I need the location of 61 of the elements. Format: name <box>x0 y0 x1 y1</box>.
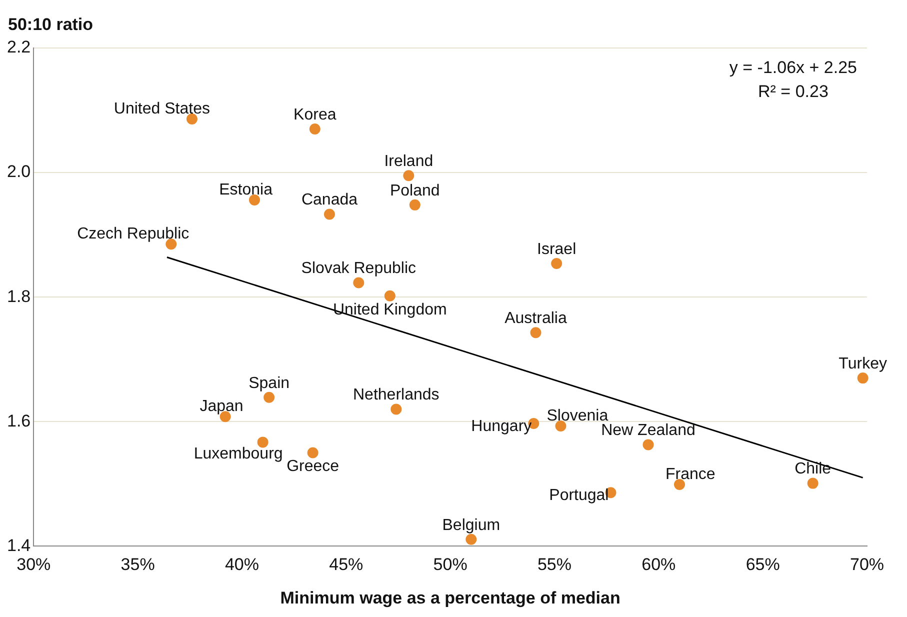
x-tick-label: 55% <box>537 555 572 574</box>
series-label: Israel <box>537 240 576 258</box>
y-tick-label: 1.6 <box>6 411 31 430</box>
point <box>807 478 818 489</box>
series-label: Chile <box>794 460 832 478</box>
series-label: Spain <box>248 374 290 392</box>
x-tick-label: 40% <box>224 555 259 574</box>
point <box>403 170 414 182</box>
series-label: Ireland <box>384 153 434 170</box>
annotation: y = -1.06x + 2.25 <box>729 58 858 78</box>
series-label: Belgium <box>442 516 500 534</box>
series-label: Poland <box>390 182 440 200</box>
point <box>384 290 396 302</box>
y-axis-title: 50:10 ratio <box>8 15 94 34</box>
point <box>530 327 542 338</box>
y-tick-label: 2.0 <box>6 162 31 182</box>
series-label: Australia <box>504 310 567 328</box>
series-label: France <box>665 466 716 483</box>
series-label: Korea <box>294 106 336 124</box>
x-tick-label: 35% <box>120 555 155 574</box>
point <box>466 534 477 545</box>
series-label: Hungary <box>471 418 532 435</box>
x-tick-label: 30% <box>16 555 51 574</box>
point <box>186 113 198 124</box>
point <box>674 479 685 490</box>
series-label: New Zealand <box>601 422 696 440</box>
point <box>309 123 320 134</box>
y-tick-label: 2.2 <box>6 38 31 57</box>
series-label: Estonia <box>219 181 273 198</box>
series-label: Turkey <box>838 355 887 372</box>
series-label: Slovenia <box>546 407 608 424</box>
point <box>551 258 562 269</box>
point <box>409 199 420 210</box>
y-tick-label: 1.4 <box>6 536 31 555</box>
x-axis-title: Minimum wage as a percentage of median <box>280 588 620 608</box>
x-tick-label: 60% <box>642 555 676 574</box>
point <box>248 194 260 206</box>
series-label: Portugal <box>549 487 609 504</box>
point <box>642 439 654 450</box>
series-label: Japan <box>200 398 244 416</box>
series-label: Greece <box>286 458 340 476</box>
series-label: Slovak Republic <box>301 260 416 278</box>
y-tick-label: 1.8 <box>6 286 31 306</box>
point <box>264 392 275 403</box>
series-label: Netherlands <box>353 386 440 404</box>
point <box>307 447 318 458</box>
series-label: Canada <box>301 192 358 209</box>
x-tick-label: 65% <box>746 555 780 574</box>
x-tick-label: 45% <box>329 555 364 574</box>
annotation: R² = 0.23 <box>758 82 828 102</box>
point <box>390 404 402 415</box>
point <box>857 372 868 384</box>
x-tick-label: 50% <box>433 555 468 574</box>
point <box>324 208 335 220</box>
series-label: United States <box>114 100 210 118</box>
point <box>555 420 566 432</box>
point <box>353 277 364 288</box>
x-tick-label: 70% <box>850 555 884 574</box>
series-label: Luxembourg <box>194 446 283 463</box>
series-label: Czech Republic <box>77 226 190 243</box>
series-label: United Kingdom <box>332 301 447 318</box>
